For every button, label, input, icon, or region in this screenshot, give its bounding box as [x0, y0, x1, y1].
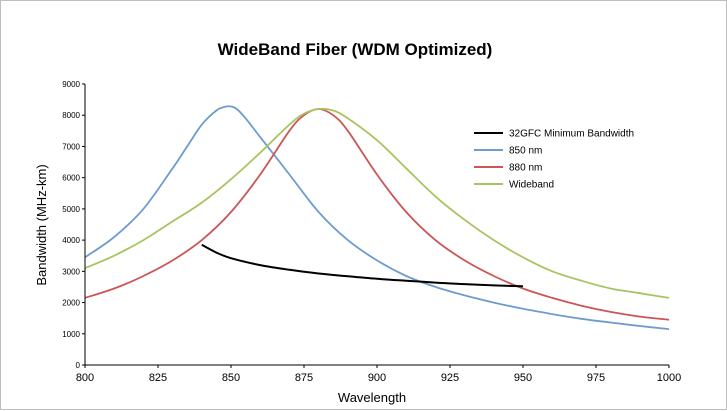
- x-tick-label: 850: [222, 372, 240, 384]
- x-tick-label: 950: [514, 372, 532, 384]
- y-tick-label: 9000: [62, 80, 80, 89]
- x-tick-label: 800: [76, 372, 94, 384]
- series-line-850-nm: [84, 105, 670, 330]
- series-line-32gfc-minimum-bandwidth: [201, 243, 524, 288]
- y-tick-label: 1000: [62, 330, 80, 339]
- y-tick-label: 0: [76, 361, 81, 370]
- axes: 0 1000 2000 3000 4000 5000 6000 7000 8000 9000 800…: [62, 80, 681, 384]
- y-tick-label: 2000: [62, 299, 80, 308]
- x-tick-label: 875: [295, 372, 313, 384]
- legend-label-880-nm: 880 nm: [509, 163, 542, 174]
- series-line-wideband: [84, 107, 670, 299]
- x-tick-label: 925: [441, 372, 459, 384]
- x-tick-label: 900: [368, 372, 386, 384]
- y-tick-label: 6000: [62, 174, 80, 183]
- y-tick-label: 7000: [62, 142, 80, 151]
- series-line-880-nm: [84, 108, 670, 321]
- legend: 32GFC Minimum Bandwidth 850 nm 880 nm Wideb…: [474, 129, 634, 191]
- y-tick-label: 8000: [62, 111, 80, 120]
- legend-label-wideband: Wideband: [509, 180, 554, 191]
- x-tick-label: 975: [587, 372, 605, 384]
- x-tick-label: 1000: [657, 372, 681, 384]
- y-tick-label: 4000: [62, 236, 80, 245]
- y-axis-label: Bandwidth (MHz-km): [34, 164, 49, 285]
- y-tick-label: 5000: [62, 205, 80, 214]
- plot-area: [84, 105, 670, 330]
- y-tick-label: 3000: [62, 267, 80, 276]
- chart-title: WideBand Fiber (WDM Optimized): [218, 40, 493, 59]
- legend-label-32gfc-minimum-bandwidth: 32GFC Minimum Bandwidth: [509, 129, 634, 140]
- x-tick-label: 825: [149, 372, 167, 384]
- x-axis-label: Wavelength: [338, 390, 406, 405]
- legend-label-850-nm: 850 nm: [509, 146, 542, 157]
